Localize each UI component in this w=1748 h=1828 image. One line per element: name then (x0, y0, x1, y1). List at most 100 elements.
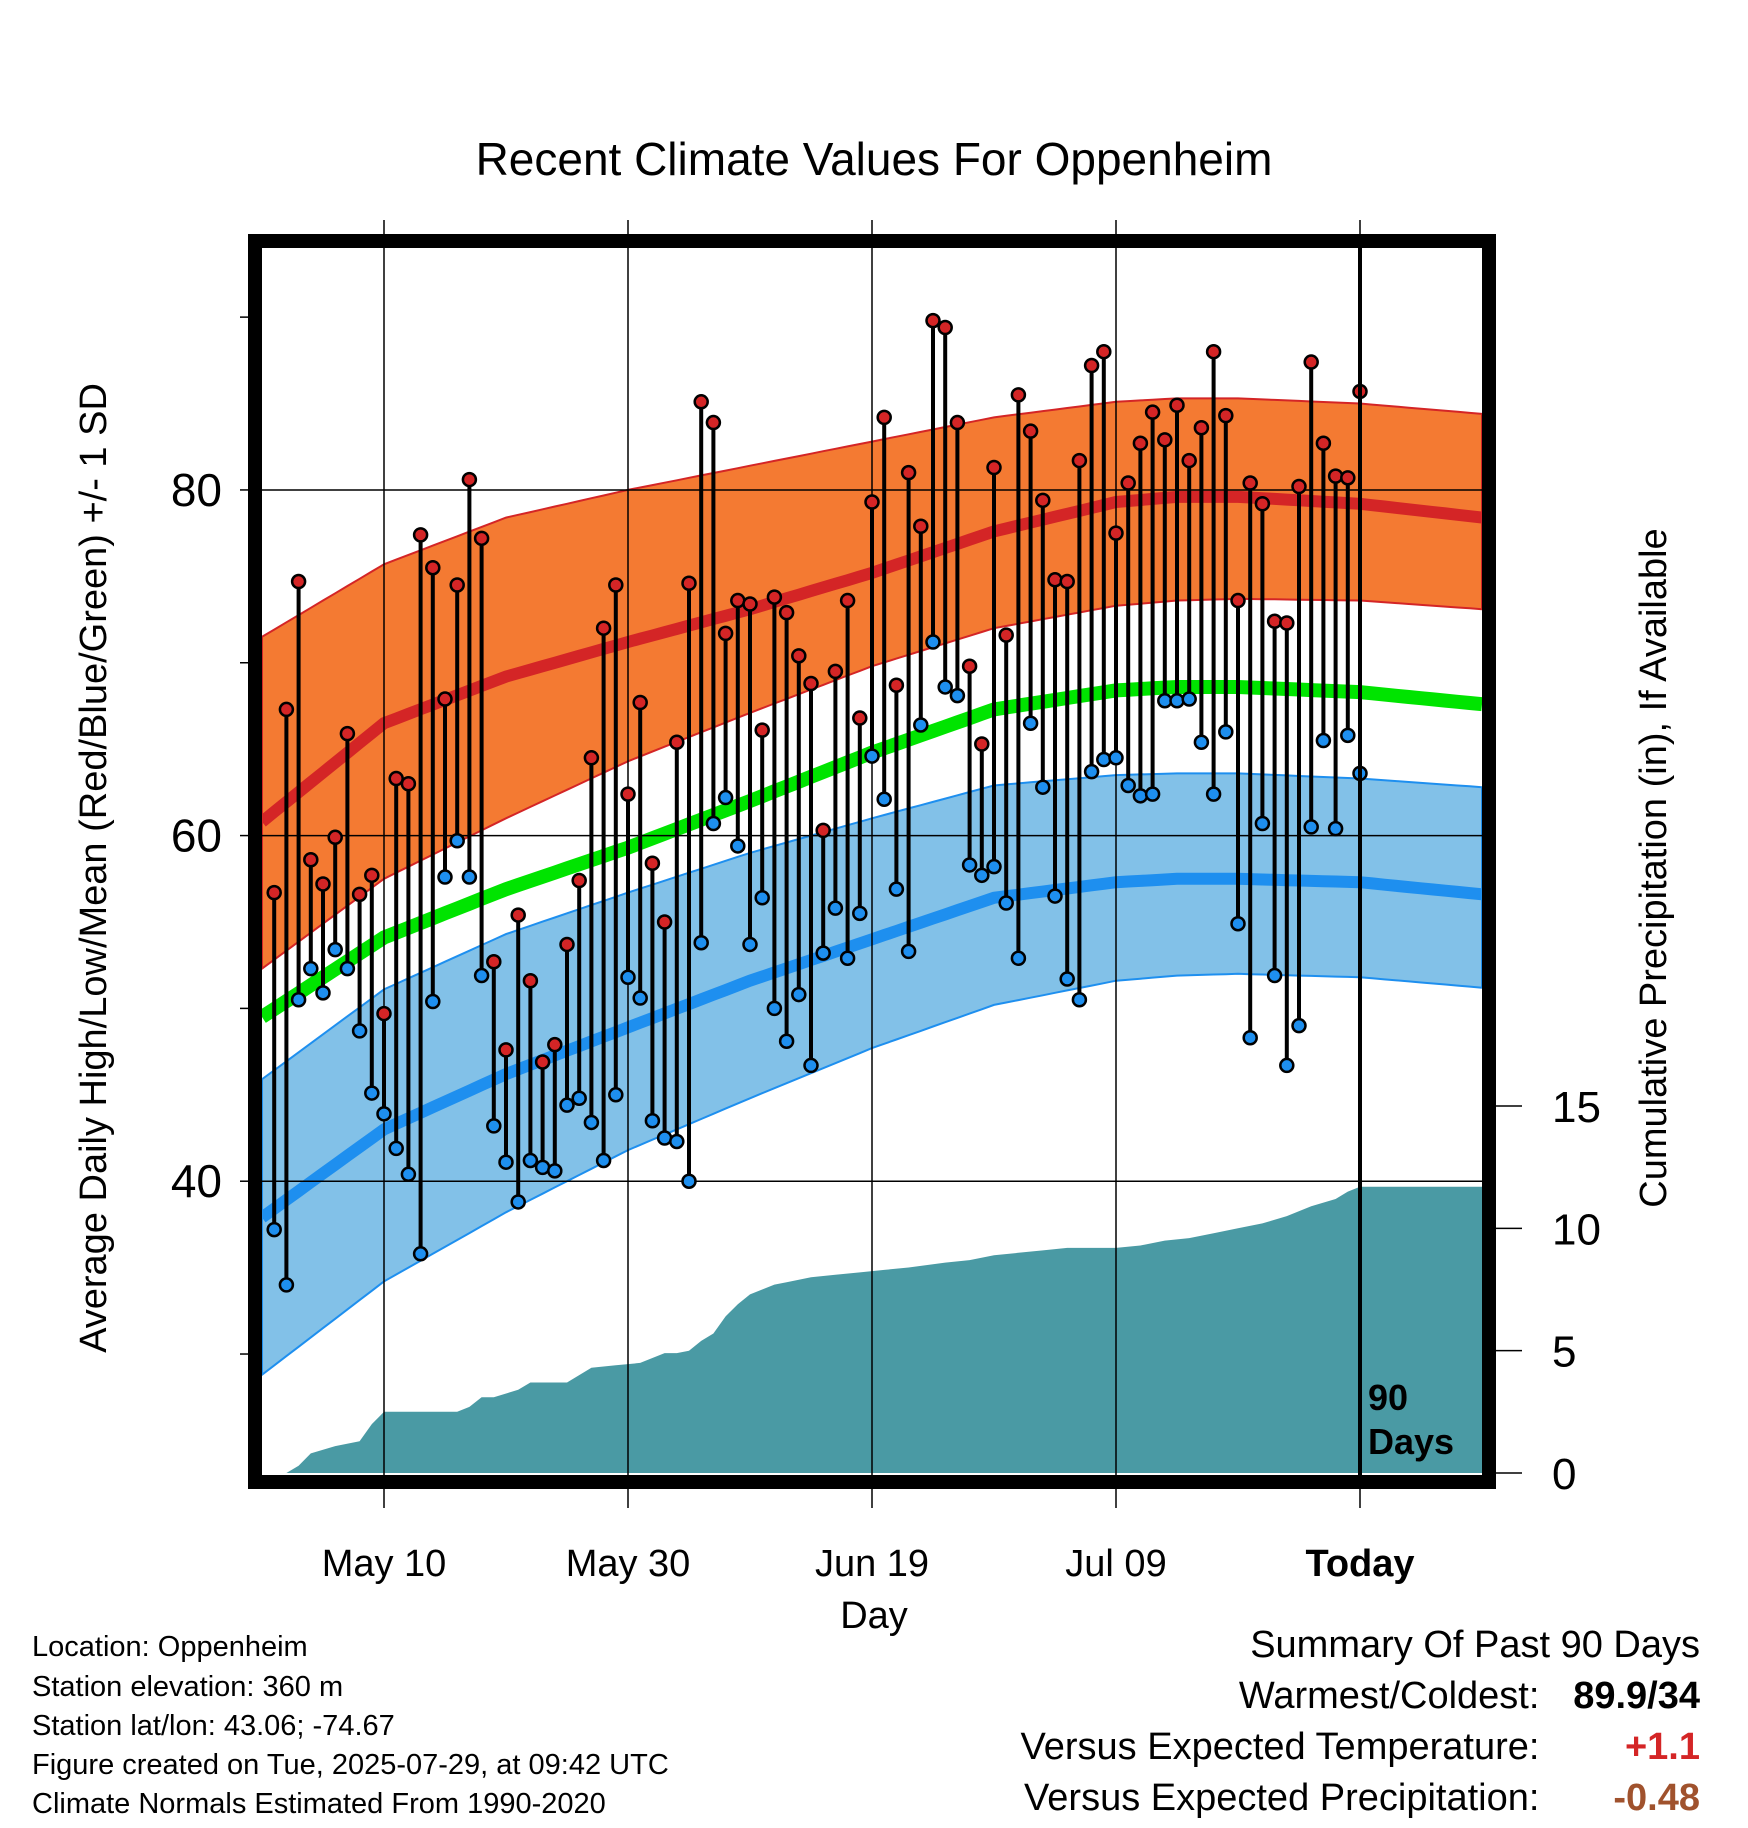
x-tick-label: May 10 (322, 1543, 447, 1585)
daily-high-point (498, 1042, 514, 1058)
daily-high-point (510, 907, 526, 923)
daily-high-point (1279, 615, 1295, 631)
daily-low-point (1315, 732, 1332, 749)
daily-high-point (1193, 419, 1210, 436)
daily-high-point (742, 596, 758, 612)
daily-low-point (815, 945, 831, 961)
daily-high-point (1071, 452, 1088, 469)
daily-low-point (754, 890, 770, 906)
daily-low-point (998, 895, 1014, 911)
chart-title: Recent Climate Values For Oppenheim (476, 133, 1273, 185)
daily-high-point (1010, 387, 1027, 403)
daily-low-point (1303, 819, 1319, 835)
daily-low-point (913, 717, 929, 733)
daily-high-point (632, 694, 648, 711)
daily-high-point (827, 663, 844, 680)
daily-high-point (949, 414, 966, 431)
daily-high-point (876, 409, 892, 426)
daily-low-point (827, 900, 844, 916)
daily-low-point (437, 869, 453, 885)
daily-high-point (1205, 343, 1222, 360)
daily-low-point (1047, 888, 1063, 904)
daily-low-point (510, 1194, 526, 1210)
daily-high-point (693, 394, 709, 410)
daily-high-point (644, 855, 661, 871)
daily-high-point (522, 972, 539, 989)
daily-low-point (1230, 915, 1246, 932)
daily-high-point (925, 312, 941, 329)
daily-low-point (1022, 715, 1039, 731)
daily-low-point (1340, 727, 1356, 744)
x-tick-label: Jul 09 (1065, 1543, 1166, 1585)
daily-high-point (852, 710, 868, 726)
daily-low-point (876, 791, 892, 808)
daily-high-point (412, 527, 429, 543)
daily-high-point (974, 736, 990, 752)
daily-high-point (400, 775, 417, 792)
daily-high-point (266, 884, 282, 901)
y-tick-label: 40 (171, 1155, 222, 1207)
daily-low-point (498, 1154, 514, 1170)
daily-low-point (571, 1090, 587, 1107)
daily-low-point (290, 992, 307, 1008)
daily-low-point (522, 1152, 539, 1169)
daily-high-point (1218, 407, 1234, 424)
today-label: Days (1368, 1421, 1454, 1462)
daily-low-point (1108, 750, 1124, 766)
info-latlon: Station lat/lon: 43.06; -74.67 (32, 1710, 395, 1742)
y-tick-label: 80 (171, 464, 222, 516)
daily-low-point (608, 1087, 624, 1103)
daily-high-point (608, 577, 624, 593)
daily-low-point (620, 969, 636, 986)
daily-low-point (1242, 1030, 1258, 1046)
daily-high-point (1132, 435, 1149, 452)
daily-high-point (1144, 404, 1161, 420)
daily-low-point (925, 634, 941, 650)
daily-low-point (315, 985, 331, 1001)
y-axis-label: Average Daily High/Low/Mean (Red/Blue/Gr… (73, 383, 115, 1353)
daily-low-point (1279, 1057, 1295, 1074)
daily-high-point (900, 464, 917, 481)
daily-low-point (583, 1114, 600, 1131)
daily-high-point (961, 658, 978, 674)
info-normals: Climate Normals Estimated From 1990-2020 (32, 1788, 606, 1820)
daily-low-point (1035, 779, 1051, 795)
daily-high-point (656, 914, 673, 930)
summary-warmest-coldest: Warmest/Coldest: 89.9/34 (1239, 1677, 1700, 1715)
daily-low-point (681, 1173, 697, 1189)
warmest-coldest-label: Warmest/Coldest: (1238, 1675, 1540, 1717)
y2-tick-label: 0 (1552, 1450, 1576, 1499)
daily-high-point (437, 691, 453, 707)
daily-high-point (1303, 354, 1319, 370)
daily-low-point (937, 679, 953, 695)
daily-low-point (791, 986, 807, 1003)
daily-low-point (693, 934, 709, 951)
daily-low-point (1254, 815, 1271, 832)
daily-high-point (791, 648, 807, 664)
daily-high-point (1157, 432, 1173, 448)
daily-high-point (1242, 475, 1258, 491)
daily-low-point (351, 1023, 368, 1039)
daily-low-point (449, 833, 465, 849)
daily-low-point (412, 1246, 429, 1262)
daily-high-point (1327, 468, 1344, 484)
daily-high-point (315, 876, 331, 892)
plot-inner (262, 248, 1482, 1475)
daily-low-point (486, 1118, 502, 1134)
daily-high-point (595, 620, 612, 636)
daily-high-point (1035, 492, 1051, 509)
daily-high-point (913, 518, 929, 534)
daily-high-point (888, 677, 905, 693)
daily-high-point (937, 319, 953, 336)
daily-high-point (547, 1036, 563, 1053)
daily-low-point (839, 950, 856, 967)
daily-low-point (705, 815, 722, 832)
daily-low-point (961, 857, 978, 873)
daily-low-point (1169, 693, 1185, 709)
x-axis-label: Day (840, 1595, 908, 1637)
daily-low-point (669, 1133, 685, 1150)
daily-low-point (1132, 788, 1149, 804)
daily-high-point (815, 822, 831, 839)
